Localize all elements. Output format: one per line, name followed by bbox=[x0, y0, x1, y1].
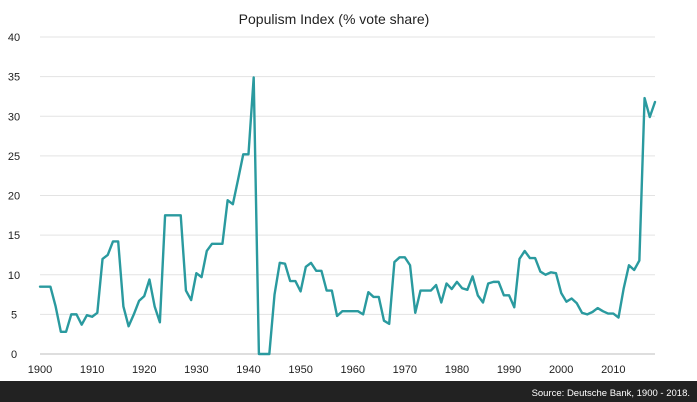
series-line-0 bbox=[38, 76, 657, 356]
series-group bbox=[38, 76, 657, 356]
x-tick-label: 1960 bbox=[340, 364, 364, 376]
y-tick-label: 35 bbox=[8, 72, 20, 84]
y-tick-label: 0 bbox=[11, 349, 17, 361]
x-tick-label: 2000 bbox=[549, 364, 573, 376]
source-note: Source: Deutsche Bank, 1900 - 2018. bbox=[532, 388, 690, 399]
y-tick-label: 25 bbox=[8, 151, 20, 163]
y-tick-label: 30 bbox=[8, 111, 20, 123]
y-axis-ticks: 0 5 10 15 20 25 30 35 40 bbox=[8, 32, 20, 361]
y-tick-label: 40 bbox=[8, 32, 20, 44]
y-tick-label: 20 bbox=[8, 191, 20, 203]
x-tick-label: 2010 bbox=[601, 364, 625, 376]
source-footer-bar bbox=[0, 381, 697, 402]
x-tick-label: 1950 bbox=[288, 364, 312, 376]
x-tick-label: 1920 bbox=[132, 364, 156, 376]
x-tick-label: 1980 bbox=[445, 364, 469, 376]
x-tick-label: 1940 bbox=[236, 364, 260, 376]
gridlines bbox=[40, 36, 655, 355]
x-tick-label: 1910 bbox=[80, 364, 104, 376]
y-tick-label: 15 bbox=[8, 230, 20, 242]
y-tick-label: 5 bbox=[11, 309, 17, 321]
y-tick-label: 10 bbox=[8, 270, 20, 282]
x-tick-label: 1900 bbox=[28, 364, 52, 376]
x-tick-label: 1930 bbox=[184, 364, 208, 376]
chart-title: Populism Index (% vote share) bbox=[239, 11, 430, 27]
x-tick-label: 1970 bbox=[393, 364, 417, 376]
x-tick-label: 1990 bbox=[497, 364, 521, 376]
x-axis-ticks: 1900 1910 1920 1930 1940 1950 1960 1970 1980 1990… bbox=[28, 364, 626, 376]
